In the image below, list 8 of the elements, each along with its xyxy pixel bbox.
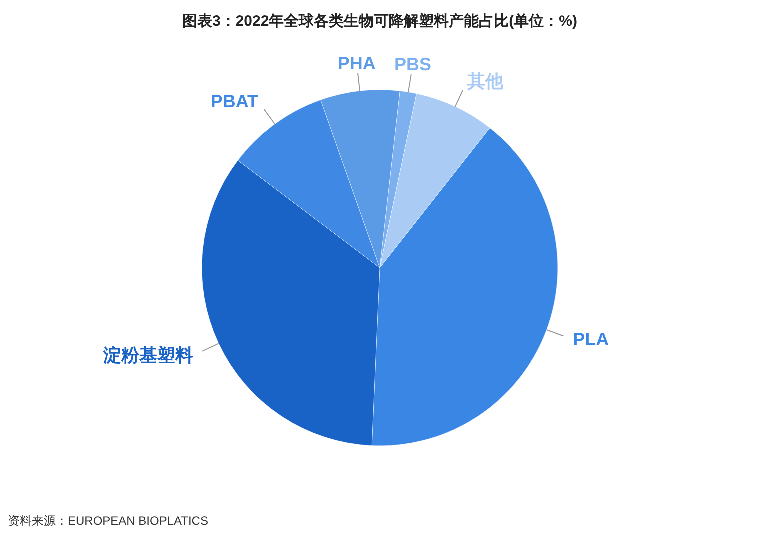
slice-label: PLA — [573, 330, 610, 350]
chart-title: 图表3：2022年全球各类生物可降解塑料产能占比(单位：%) — [182, 12, 578, 30]
text: 资料来源：EUROPEAN BIOPLATICS — [8, 514, 208, 528]
slice-label: PBS — [394, 54, 432, 75]
slice-label: 淀粉基塑料 — [102, 346, 194, 366]
slice-label: PBAT — [210, 92, 259, 112]
slice-label: PHA — [338, 53, 376, 74]
slice-label: 其他 — [466, 71, 504, 92]
